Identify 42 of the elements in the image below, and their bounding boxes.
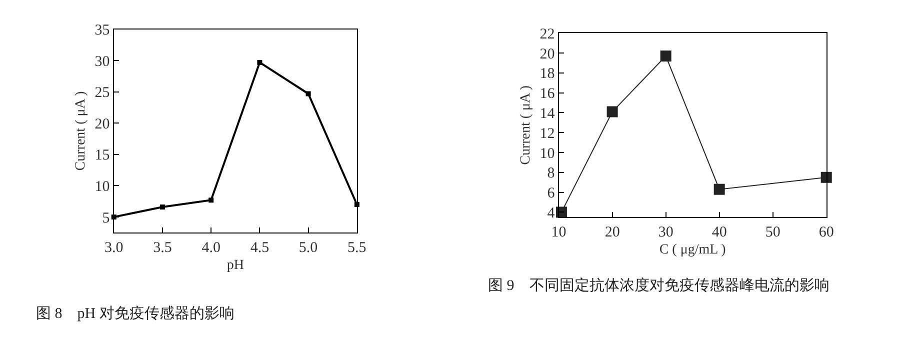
y-tick-label: 16 bbox=[540, 86, 556, 102]
y-axis-title: Current ( μA ) bbox=[73, 90, 88, 171]
x-tick-label: 5.5 bbox=[348, 240, 366, 256]
y-tick-label: 5 bbox=[102, 210, 110, 226]
caption: 图 8 pH 对免疫传感器的影响 bbox=[36, 305, 234, 322]
x-tick-label: 40 bbox=[712, 224, 727, 240]
x-axis-title: C ( μg/mL ) bbox=[659, 242, 726, 258]
point bbox=[606, 106, 618, 118]
y-tick-label: 4 bbox=[547, 205, 556, 222]
y-tick-label: 10 bbox=[94, 178, 110, 195]
y-axis-title: Current ( μA ) bbox=[518, 85, 534, 165]
x-tick-label: 4.0 bbox=[202, 240, 220, 256]
x-tick-label: 20 bbox=[604, 224, 620, 240]
x-tick-label: 60 bbox=[818, 224, 834, 240]
x-tick-label: 5.0 bbox=[298, 240, 318, 256]
point bbox=[820, 172, 832, 183]
y-tick-label: 8 bbox=[547, 166, 555, 182]
y-tick-label: 10 bbox=[540, 146, 555, 162]
y-tick-label: 25 bbox=[94, 85, 110, 102]
point bbox=[257, 60, 262, 65]
y-tick-label: 20 bbox=[94, 116, 110, 132]
y-tick-label: 14 bbox=[540, 106, 556, 122]
point bbox=[306, 91, 311, 96]
point bbox=[208, 198, 214, 203]
x-tick-label: 30 bbox=[658, 224, 674, 240]
y-tick-label: 22 bbox=[540, 26, 555, 42]
point bbox=[660, 50, 672, 62]
x-tick-label: 4.5 bbox=[250, 240, 270, 256]
y-tick-label: 20 bbox=[540, 46, 555, 62]
y-tick-label: 12 bbox=[540, 126, 555, 142]
y-tick-label: 35 bbox=[94, 22, 110, 39]
caption: 图 9 不同固定抗体浓度对免疫传感器峰电流的影响 bbox=[488, 277, 830, 294]
y-tick-label: 18 bbox=[540, 66, 555, 82]
x-tick-label: 3.5 bbox=[153, 240, 172, 256]
y-tick-label: 30 bbox=[94, 54, 110, 70]
point bbox=[714, 184, 725, 195]
x-axis-title: pH bbox=[226, 258, 244, 274]
y-tick-label: 6 bbox=[547, 186, 556, 202]
point bbox=[160, 204, 165, 210]
y-tick-label: 15 bbox=[94, 148, 110, 164]
x-tick-label: 50 bbox=[765, 224, 780, 240]
x-tick-label: 3.0 bbox=[104, 240, 124, 256]
